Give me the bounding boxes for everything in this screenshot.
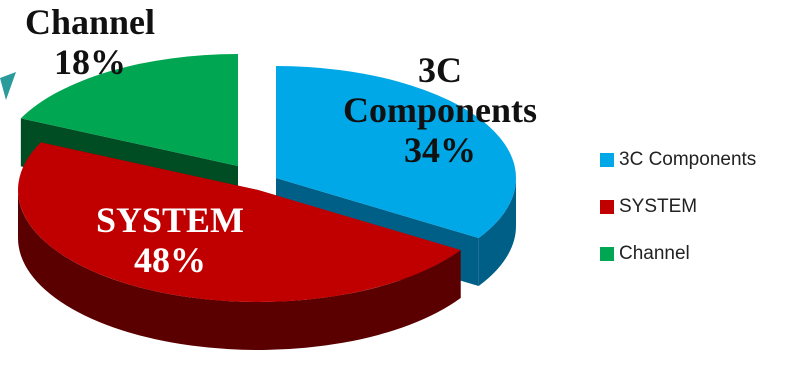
legend-swatch	[600, 246, 614, 261]
slice-label-line: 3C	[418, 50, 462, 90]
pie-slice-side-system	[18, 190, 461, 351]
legend-swatch	[600, 152, 614, 167]
pie-slice-tops	[17, 54, 516, 303]
slice-value-label: 48%	[134, 240, 206, 280]
slice-label-channel: Channel 18%	[0, 2, 180, 82]
legend-label: Channel	[619, 242, 690, 264]
slice-label-line: Components	[342, 90, 538, 130]
legend-item: Channel	[600, 240, 756, 267]
chart-legend: 3C Components SYSTEM Channel	[600, 146, 756, 287]
slice-label-3c-components: 3C Components 34%	[330, 50, 550, 170]
legend-label: SYSTEM	[619, 195, 698, 217]
slice-label-line: Channel	[24, 2, 156, 42]
legend-swatch	[600, 199, 614, 214]
pie-slice-system	[17, 142, 461, 303]
legend-item: SYSTEM	[600, 193, 756, 220]
slice-label-system: SYSTEM 48%	[60, 200, 280, 280]
pie-slice-3c-components	[276, 66, 516, 239]
legend-item: 3C Components	[600, 146, 756, 173]
pie-slice-side-3c-components	[478, 178, 516, 287]
slice-value-label: 34%	[404, 130, 476, 170]
legend-label: 3C Components	[619, 148, 757, 170]
slice-value-label: 18%	[54, 42, 126, 82]
pie-slice-channel	[20, 54, 238, 166]
slice-label-line: SYSTEM	[95, 200, 245, 240]
arrow-icon	[0, 72, 16, 100]
